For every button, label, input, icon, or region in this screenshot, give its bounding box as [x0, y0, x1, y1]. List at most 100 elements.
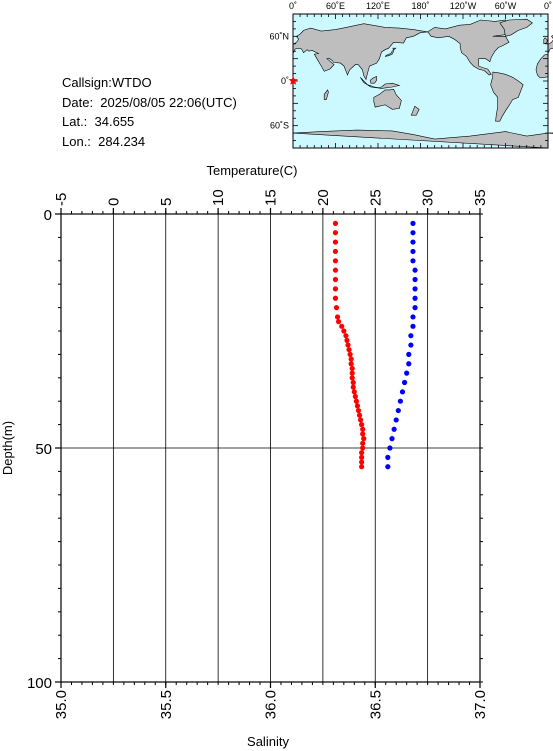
station-info: Callsign:WTDO Date: 2025/08/05 22:06(UTC… [62, 73, 237, 151]
salinity-axis-label: Salinity [247, 734, 289, 749]
world-map: 0˚ 60˚E 120˚E 180˚ 120˚W 60˚W 0˚ 60˚N 0˚ 60˚S [269, 1, 553, 149]
temperature-point [332, 267, 339, 273]
temperature-point [350, 384, 356, 390]
plot-grid [61, 214, 480, 682]
temperature-point [332, 220, 339, 226]
map-frame [292, 13, 549, 149]
salinity-point [395, 407, 401, 414]
salinity-axis: 35.0 35.5 36.0 36.5 37.0 [53, 682, 489, 719]
profile-plot: -5 0 5 10 15 20 25 30 35 35.0 35.5 36.0 36.5 37.0 05… [0, 163, 489, 749]
temperature-point [349, 370, 355, 376]
date-text: Date: 2025/08/05 22:06(UTC) [62, 94, 237, 110]
salinity-tick-label: 35.5 [158, 690, 175, 719]
salinity-point [406, 361, 412, 367]
salinity-tick-label: 36.0 [263, 690, 280, 719]
temperature-tick-label: -5 [53, 193, 70, 206]
map-longitude-labels: 0˚ 60˚E 120˚E 180˚ 120˚W 60˚W 0˚ [289, 1, 552, 11]
salinity-point [412, 267, 418, 273]
salinity-point [387, 445, 393, 451]
temperature-tick-label: 5 [158, 198, 175, 206]
salinity-point [393, 417, 399, 423]
temperature-point [344, 337, 350, 343]
temperature-point [347, 351, 353, 357]
temperature-tick-label: 30 [420, 189, 437, 206]
salinity-point [389, 436, 395, 442]
depth-tick-label: 0 [44, 207, 52, 224]
salinity-series [385, 220, 418, 470]
depth-axis: 0 50 100 [27, 207, 483, 692]
map-latitude-label: 60˚N [269, 31, 289, 41]
temperature-point [351, 389, 357, 395]
map-longitude-label: 0˚ [544, 1, 552, 11]
salinity-point [399, 389, 406, 395]
salinity-point [412, 295, 418, 301]
salinity-point [406, 351, 412, 357]
salinity-point [408, 342, 414, 348]
salinity-tick-label: 35.0 [53, 690, 70, 719]
landmass-japan [384, 47, 397, 57]
salinity-point [391, 426, 397, 432]
temperature-axis-label: Temperature(C) [206, 163, 297, 178]
salinity-point [410, 220, 416, 226]
temperature-point [332, 295, 339, 301]
temperature-tick-label: 20 [315, 189, 332, 206]
station-marker-icon [288, 75, 298, 85]
salinity-point [410, 239, 416, 245]
temperature-point [341, 328, 347, 334]
temperature-tick-label: 10 [210, 189, 227, 206]
map-longitude-label: 120˚E [366, 1, 390, 11]
salinity-point [412, 286, 418, 292]
map-latitude-label: 60˚S [270, 121, 289, 131]
salinity-point [412, 305, 418, 311]
salinity-point [397, 398, 403, 404]
latitude-text: Lat.: 34.655 [62, 114, 135, 129]
temperature-point [348, 361, 354, 367]
temperature-point [332, 248, 339, 255]
temperature-axis: -5 0 5 10 15 20 25 30 35 [53, 189, 489, 214]
temperature-tick-label: 35 [472, 189, 489, 206]
map-longitude-label: 60˚W [495, 1, 517, 11]
temperature-point [359, 454, 365, 460]
map-latitude-label: 0˚ [281, 76, 289, 86]
depth-tick-label: 50 [35, 441, 52, 458]
landmass-new-zealand [410, 105, 420, 116]
temperature-point [360, 426, 366, 432]
temperature-point [359, 464, 365, 470]
temperature-point [349, 375, 355, 381]
temperature-point [332, 276, 339, 283]
salinity-point [412, 276, 418, 283]
landmass-africa [535, 54, 548, 78]
temperature-tick-label: 0 [105, 198, 122, 206]
data-series [332, 220, 418, 470]
salinity-point [410, 323, 416, 329]
temperature-point [357, 417, 364, 423]
landmass-madagascar [323, 89, 329, 100]
temperature-point [335, 319, 342, 325]
salinity-point [410, 314, 416, 320]
temperature-point [353, 398, 359, 404]
salinity-point [408, 333, 414, 339]
temperature-point [361, 436, 367, 442]
salinity-point [410, 230, 416, 236]
salinity-point [410, 248, 416, 255]
temperature-point [352, 393, 358, 400]
temperature-tick-label: 15 [263, 189, 280, 206]
temperature-point [349, 365, 355, 372]
temperature-point [360, 431, 366, 437]
depth-tick-label: 100 [27, 675, 52, 692]
salinity-point [410, 258, 416, 264]
map-land [293, 18, 553, 148]
temperature-point [343, 333, 349, 339]
landmass-borneo [369, 76, 377, 84]
temperature-point [339, 323, 345, 329]
temperature-point [360, 445, 366, 451]
temperature-point [359, 422, 365, 428]
landmass-uk [543, 37, 548, 45]
longitude-text: Lon.: 284.234 [62, 133, 146, 149]
salinity-point [385, 464, 391, 470]
temperature-series [332, 220, 367, 470]
landmass-antarctica [293, 129, 553, 148]
landmass-north-america [427, 19, 510, 76]
temperature-point [333, 305, 340, 311]
